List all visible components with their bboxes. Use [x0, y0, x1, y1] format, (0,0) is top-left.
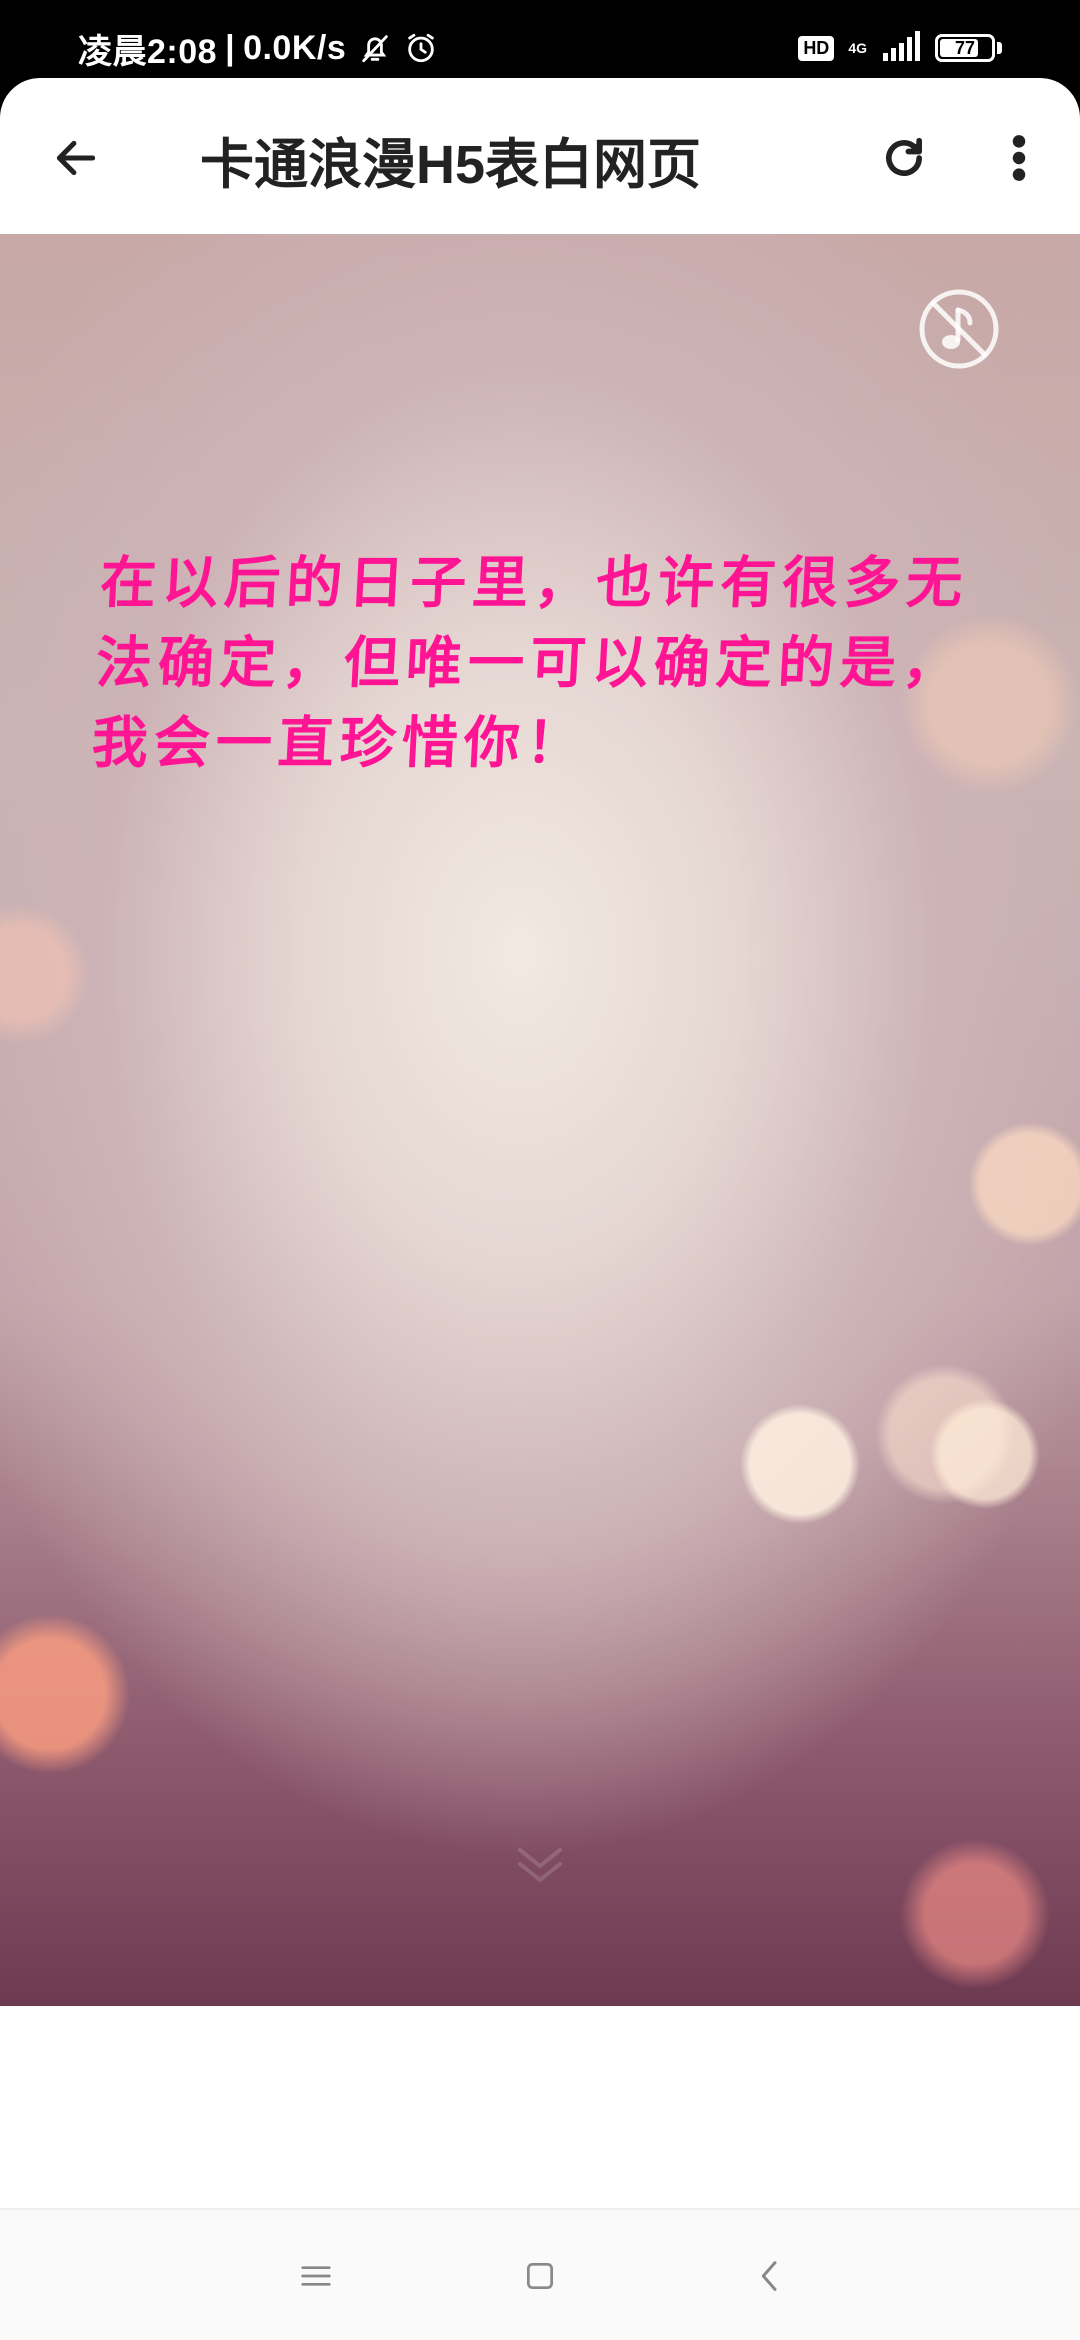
nav-divider	[0, 2208, 1080, 2210]
bell-off-icon	[358, 31, 392, 65]
app-bar: 卡通浪漫H5表白网页	[0, 78, 1080, 234]
status-left: 凌晨2:08 | 0.0K/s	[78, 26, 438, 71]
signal-icon	[881, 30, 921, 66]
status-right: HD 4G 77	[798, 26, 1002, 70]
back-icon[interactable]	[740, 2246, 800, 2306]
battery-fill	[940, 39, 978, 57]
status-time: 凌晨2:08	[78, 32, 218, 71]
page-title: 卡通浪漫H5表白网页	[200, 135, 702, 195]
music-off-icon[interactable]	[918, 288, 1000, 370]
love-message: 在以后的日子里，也许有很多无法确定，但唯一可以确定的是，我会一直珍惜你！	[90, 551, 970, 776]
alarm-icon	[404, 31, 438, 65]
battery-icon: 77	[935, 34, 995, 62]
status-net-speed: 0.0K/s	[243, 28, 347, 67]
hd-badge: HD	[798, 35, 835, 61]
web-content[interactable]: 在以后的日子里，也许有很多无法确定，但唯一可以确定的是，我会一直珍惜你！	[0, 234, 1080, 2006]
network-indicator: 4G	[848, 41, 867, 55]
menu-icon[interactable]	[286, 2246, 346, 2306]
network-type: 4G	[848, 40, 867, 56]
home-icon[interactable]	[510, 2246, 570, 2306]
refresh-icon[interactable]	[874, 128, 934, 188]
page-bottom-area	[0, 2006, 1080, 2210]
more-vert-icon[interactable]	[994, 128, 1044, 188]
battery-tip	[997, 42, 1002, 54]
battery-level: 77	[954, 37, 976, 58]
status-separator: |	[225, 28, 236, 67]
system-nav-bar	[0, 2210, 1080, 2340]
scroll-down-icon	[510, 1844, 570, 1884]
back-arrow-icon[interactable]	[46, 128, 106, 188]
